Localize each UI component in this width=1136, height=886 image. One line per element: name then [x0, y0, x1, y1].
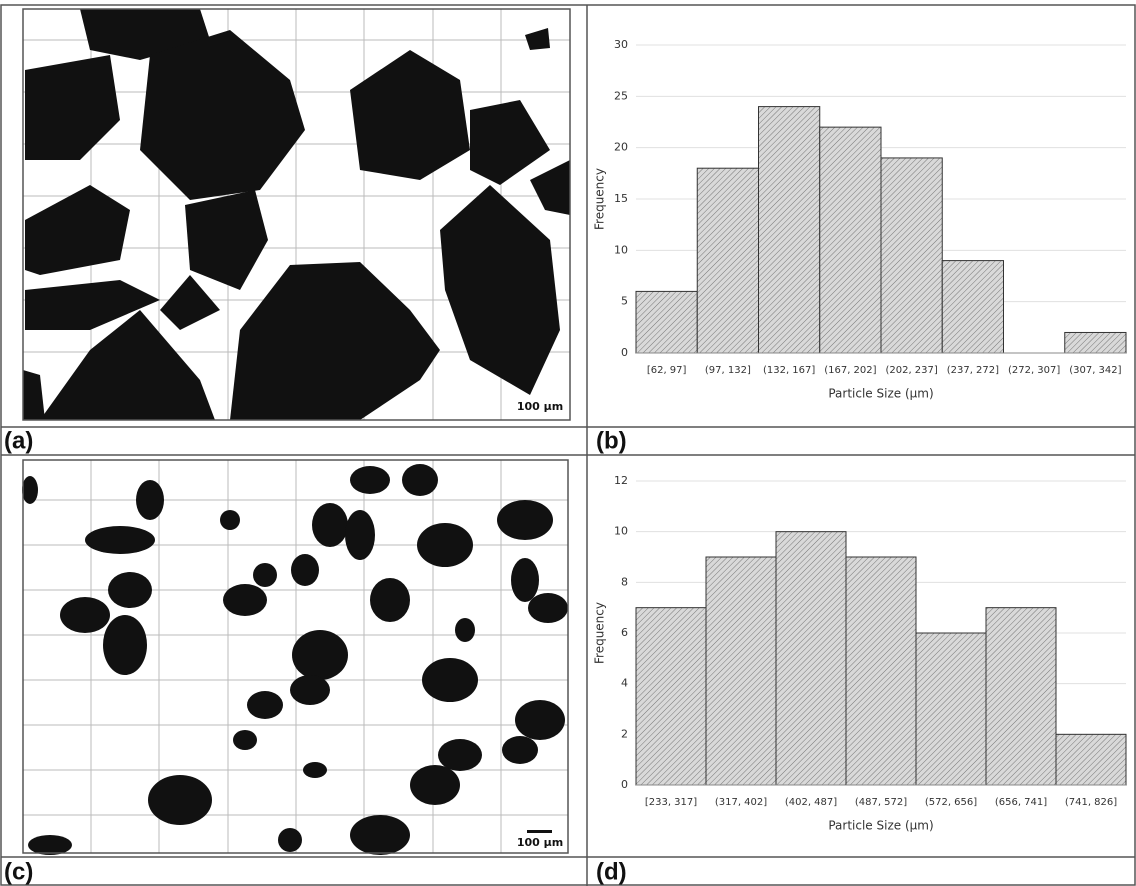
x-tick-label: (487, 572] — [855, 797, 907, 808]
x-tick-label: (237, 272] — [947, 365, 999, 376]
x-tick-label: (656, 741] — [995, 797, 1047, 808]
y-tick-label: 4 — [621, 677, 628, 690]
x-tick-label: [62, 97] — [647, 365, 687, 376]
x-tick-label: (317, 402] — [715, 797, 767, 808]
bar-hatch — [846, 557, 916, 785]
bar-hatch — [706, 557, 776, 785]
bar-hatch — [636, 291, 697, 353]
x-tick-label: (572, 656] — [925, 797, 977, 808]
x-tick-label: (167, 202] — [824, 365, 876, 376]
bar — [697, 168, 758, 353]
bar-hatch — [942, 261, 1003, 353]
bar-hatch — [820, 127, 881, 353]
bar — [820, 127, 881, 353]
x-tick-label: (307, 342] — [1069, 365, 1121, 376]
panel-label: (a) — [4, 427, 33, 454]
y-tick-label: 5 — [621, 295, 628, 308]
y-tick-label: 0 — [621, 346, 628, 359]
x-axis-title: Particle Size (µm) — [828, 819, 933, 833]
x-tick-label: (97, 132] — [705, 365, 751, 376]
bar-hatch — [1065, 332, 1126, 353]
y-tick-label: 15 — [614, 192, 628, 205]
bar-hatch — [776, 532, 846, 785]
figure: 100 µm 100 µm (a) (b) (c) (d) 0510152025… — [0, 0, 1136, 886]
bar — [706, 557, 776, 785]
y-tick-label: 30 — [614, 38, 628, 51]
y-tick-label: 12 — [614, 474, 628, 487]
bar — [1056, 734, 1126, 785]
bar — [986, 608, 1056, 785]
bar — [1065, 332, 1126, 353]
x-tick-label: (202, 237] — [885, 365, 937, 376]
x-tick-label: (132, 167] — [763, 365, 815, 376]
y-tick-label: 10 — [614, 525, 628, 538]
bar-hatch — [986, 608, 1056, 785]
panel-label: (b) — [596, 427, 627, 454]
scale-bar-label: 100 µm — [517, 836, 563, 849]
bar — [916, 633, 986, 785]
bar-hatch — [916, 633, 986, 785]
bar — [636, 608, 706, 785]
y-tick-label: 2 — [621, 727, 628, 740]
y-tick-label: 20 — [614, 141, 628, 154]
x-tick-label: (402, 487] — [785, 797, 837, 808]
bar-hatch — [881, 158, 942, 353]
bar-hatch — [1056, 734, 1126, 785]
bar — [776, 532, 846, 785]
bar — [881, 158, 942, 353]
bar-hatch — [636, 608, 706, 785]
bar-hatch — [697, 168, 758, 353]
y-tick-label: 25 — [614, 89, 628, 102]
scale-bar-label: 100 µm — [517, 400, 563, 413]
micrograph-c — [22, 460, 568, 855]
y-tick-label: 6 — [621, 626, 628, 639]
x-tick-label: [233, 317] — [645, 797, 697, 808]
panel-label: (d) — [596, 858, 627, 885]
bar — [636, 291, 697, 353]
y-tick-label: 8 — [621, 575, 628, 588]
bar — [846, 557, 916, 785]
x-tick-label: (272, 307] — [1008, 365, 1060, 376]
micrograph-a — [23, 9, 570, 420]
bar — [759, 107, 820, 353]
y-tick-label: 0 — [621, 778, 628, 791]
bar-hatch — [759, 107, 820, 353]
panel-label: (c) — [4, 858, 33, 885]
y-tick-label: 10 — [614, 243, 628, 256]
y-axis-title: Frequency — [593, 168, 607, 230]
x-tick-label: (741, 826] — [1065, 797, 1117, 808]
x-axis-title: Particle Size (µm) — [828, 387, 933, 401]
y-axis-title: Frequency — [593, 602, 607, 664]
bar — [942, 261, 1003, 353]
